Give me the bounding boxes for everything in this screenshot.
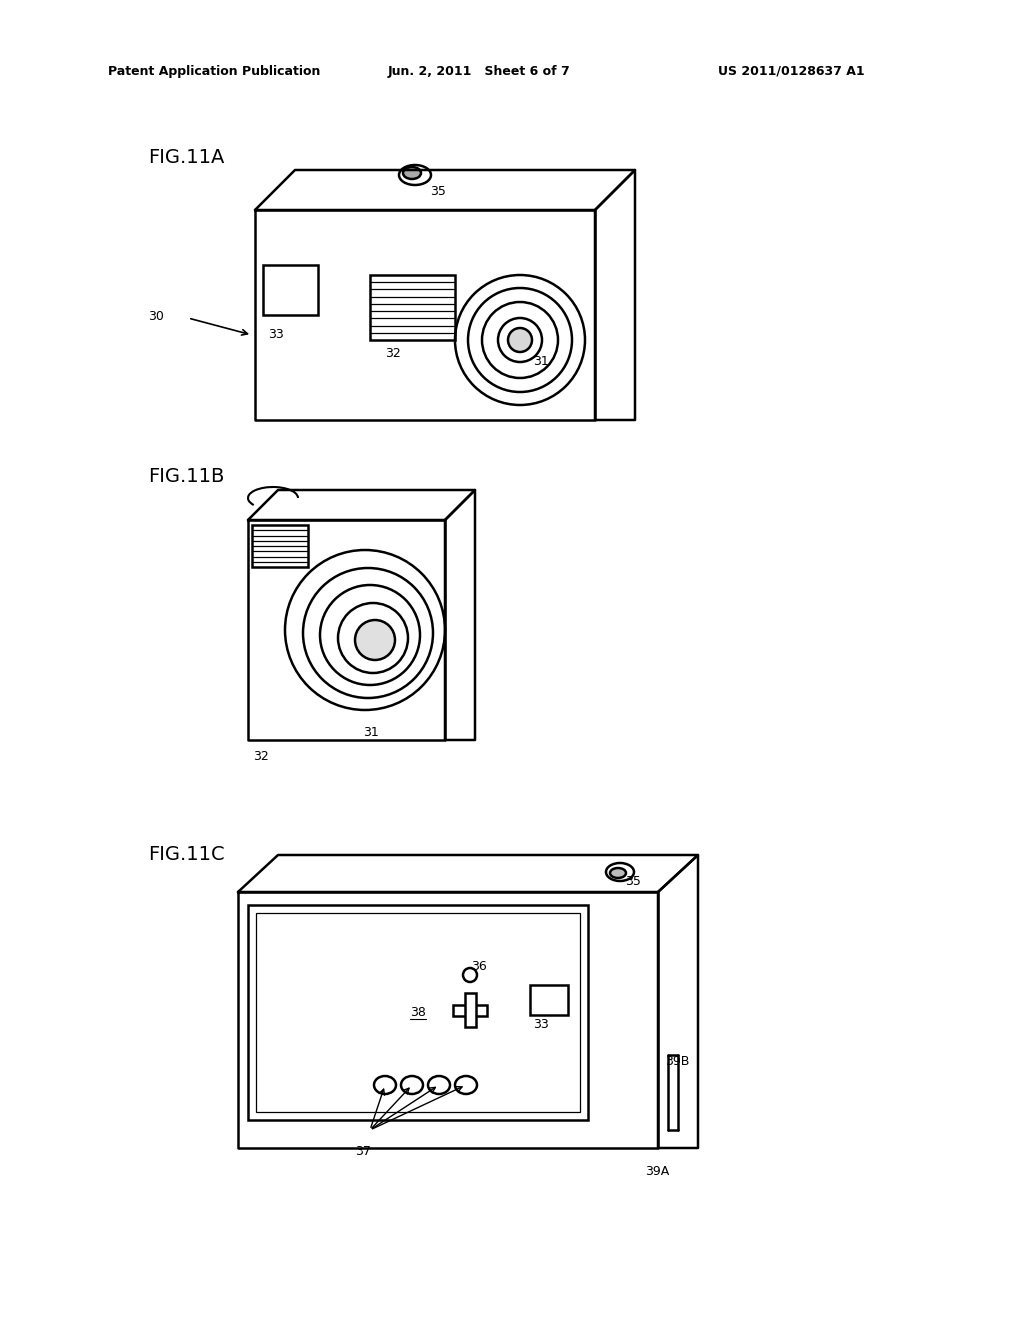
Text: Jun. 2, 2011   Sheet 6 of 7: Jun. 2, 2011 Sheet 6 of 7 xyxy=(388,65,570,78)
Bar xyxy=(453,1005,487,1016)
Ellipse shape xyxy=(508,327,532,352)
Text: 33: 33 xyxy=(534,1018,549,1031)
Text: 37: 37 xyxy=(355,1144,371,1158)
Text: 36: 36 xyxy=(471,960,486,973)
Text: 32: 32 xyxy=(385,347,400,360)
Text: FIG.11B: FIG.11B xyxy=(148,467,224,486)
Text: FIG.11A: FIG.11A xyxy=(148,148,224,168)
Text: Patent Application Publication: Patent Application Publication xyxy=(108,65,321,78)
Bar xyxy=(256,913,580,1111)
Text: 35: 35 xyxy=(430,185,445,198)
Text: 39B: 39B xyxy=(665,1055,689,1068)
Ellipse shape xyxy=(403,168,421,180)
Bar xyxy=(252,525,308,568)
Bar xyxy=(248,906,588,1119)
Ellipse shape xyxy=(610,869,626,878)
Text: FIG.11C: FIG.11C xyxy=(148,845,224,865)
Text: US 2011/0128637 A1: US 2011/0128637 A1 xyxy=(718,65,864,78)
Bar xyxy=(465,993,476,1027)
Bar xyxy=(263,265,318,315)
Bar xyxy=(370,275,455,341)
Text: 38: 38 xyxy=(410,1006,426,1019)
Text: 32: 32 xyxy=(253,750,268,763)
Text: 35: 35 xyxy=(625,875,641,888)
Text: 31: 31 xyxy=(362,726,379,739)
Text: 33: 33 xyxy=(268,327,284,341)
Text: 39A: 39A xyxy=(645,1166,670,1177)
Text: 31: 31 xyxy=(534,355,549,368)
Ellipse shape xyxy=(355,620,395,660)
Text: 30: 30 xyxy=(148,310,164,323)
Bar xyxy=(530,985,568,1015)
